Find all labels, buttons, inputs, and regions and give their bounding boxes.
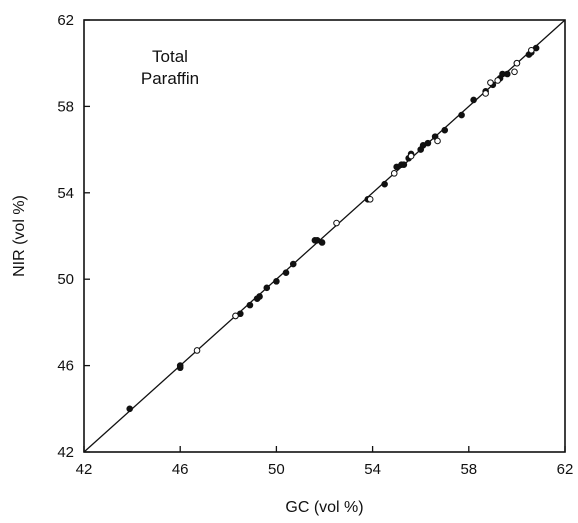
x-tick-label: 62 xyxy=(557,461,574,478)
data-point-open xyxy=(482,90,489,97)
y-tick-label: 54 xyxy=(57,185,74,202)
data-point-open xyxy=(494,77,501,84)
tick-marks xyxy=(83,19,566,453)
x-tick-label: 58 xyxy=(460,461,477,478)
data-point-filled xyxy=(289,260,297,268)
data-point-filled xyxy=(246,301,254,309)
data-point-filled xyxy=(458,111,465,119)
x-tick-label: 54 xyxy=(364,461,381,478)
data-point-filled xyxy=(263,284,271,292)
annotation-line-2: Paraffin xyxy=(141,69,199,88)
y-axis-label: NIR (vol %) xyxy=(11,195,28,277)
x-tick-label: 42 xyxy=(76,461,93,478)
data-points xyxy=(126,44,540,413)
x-axis-label: GC (vol %) xyxy=(285,499,363,516)
x-tick-label: 50 xyxy=(268,461,285,478)
data-point-filled xyxy=(126,405,133,413)
y-tick-label: 62 xyxy=(57,12,74,29)
data-point-filled xyxy=(503,70,511,78)
data-point-open xyxy=(407,152,415,160)
data-point-filled xyxy=(470,96,477,104)
data-point-filled xyxy=(256,293,263,300)
data-point-filled xyxy=(282,269,290,277)
plot-frame xyxy=(83,19,566,453)
data-point-filled xyxy=(381,180,388,188)
data-point-open xyxy=(333,219,340,227)
data-point-open xyxy=(513,59,521,67)
data-point-open xyxy=(390,170,398,177)
data-point-open xyxy=(434,137,441,145)
y-tick-label: 46 xyxy=(57,358,74,375)
y-tick-label: 58 xyxy=(57,98,74,115)
data-point-open xyxy=(366,195,374,203)
data-point-filled xyxy=(273,278,280,285)
y-tick-labels: 42 46 50 54 58 62 xyxy=(57,12,74,461)
data-point-open xyxy=(193,347,201,354)
data-point-open xyxy=(487,79,494,86)
data-point-filled xyxy=(424,139,432,147)
y-tick-label: 42 xyxy=(57,444,74,461)
data-point-filled xyxy=(176,362,184,369)
data-point-open xyxy=(511,68,518,76)
x-tick-label: 46 xyxy=(172,461,189,478)
data-point-open xyxy=(528,46,535,54)
annotation-line-1: Total xyxy=(152,47,188,66)
data-point-filled xyxy=(441,126,449,134)
data-point-open xyxy=(232,312,239,320)
y-tick-label: 50 xyxy=(57,271,74,288)
x-tick-labels: 42 46 50 54 58 62 xyxy=(76,461,574,478)
data-point-filled xyxy=(400,161,408,169)
data-point-filled xyxy=(318,239,326,246)
